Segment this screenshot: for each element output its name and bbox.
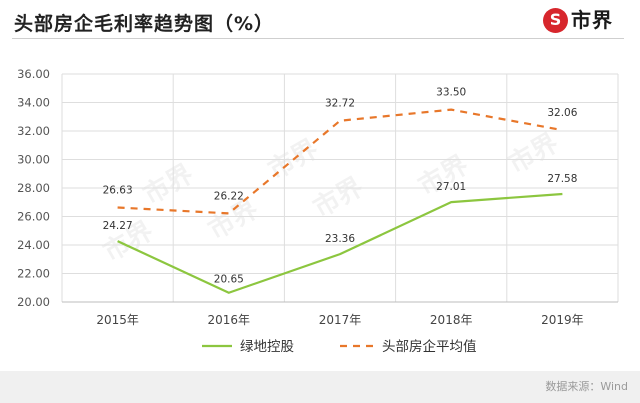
data-label: 32.06 xyxy=(547,107,577,119)
data-label: 20.65 xyxy=(214,274,244,286)
watermark-text: 市界 xyxy=(413,149,474,202)
x-tick-label: 2019年 xyxy=(541,313,584,327)
chart-title: 头部房企毛利率趋势图（%） xyxy=(14,13,275,35)
y-tick-label: 28.00 xyxy=(17,181,50,195)
watermark-text: 市界 xyxy=(138,158,199,211)
data-label: 26.22 xyxy=(214,190,244,202)
series-line-1 xyxy=(117,192,563,294)
data-label: 27.58 xyxy=(547,173,577,185)
brand-logo: S 市界 xyxy=(543,7,613,33)
y-tick-label: 32.00 xyxy=(17,124,50,138)
x-tick-label: 2017年 xyxy=(319,313,362,327)
data-label: 27.01 xyxy=(436,181,466,193)
title-divider xyxy=(12,38,624,39)
footer-band xyxy=(0,371,640,403)
x-tick-label: 2018年 xyxy=(430,313,473,327)
y-tick-label: 34.00 xyxy=(17,96,50,110)
data-source: 数据来源：Wind xyxy=(545,380,628,393)
x-tick-label: 2015年 xyxy=(96,313,139,327)
y-tick-label: 20.00 xyxy=(17,295,50,309)
series-line-2 xyxy=(117,108,563,215)
logo-s-icon: S xyxy=(543,7,568,33)
x-tick-label: 2016年 xyxy=(208,313,251,327)
y-tick-label: 30.00 xyxy=(17,153,50,167)
y-tick-label: 24.00 xyxy=(17,238,50,252)
data-label: 32.72 xyxy=(325,98,355,110)
data-label: 24.27 xyxy=(103,220,133,232)
legend-label-2: 头部房企平均值 xyxy=(382,338,477,355)
data-label: 23.36 xyxy=(325,233,355,245)
logo-text: 市界 xyxy=(571,8,613,32)
data-label: 33.50 xyxy=(436,87,466,99)
y-tick-label: 36.00 xyxy=(17,67,50,81)
data-label: 26.63 xyxy=(103,185,133,197)
y-tick-label: 26.00 xyxy=(17,210,50,224)
legend-label-1: 绿地控股 xyxy=(240,339,294,355)
y-tick-label: 22.00 xyxy=(17,267,50,281)
